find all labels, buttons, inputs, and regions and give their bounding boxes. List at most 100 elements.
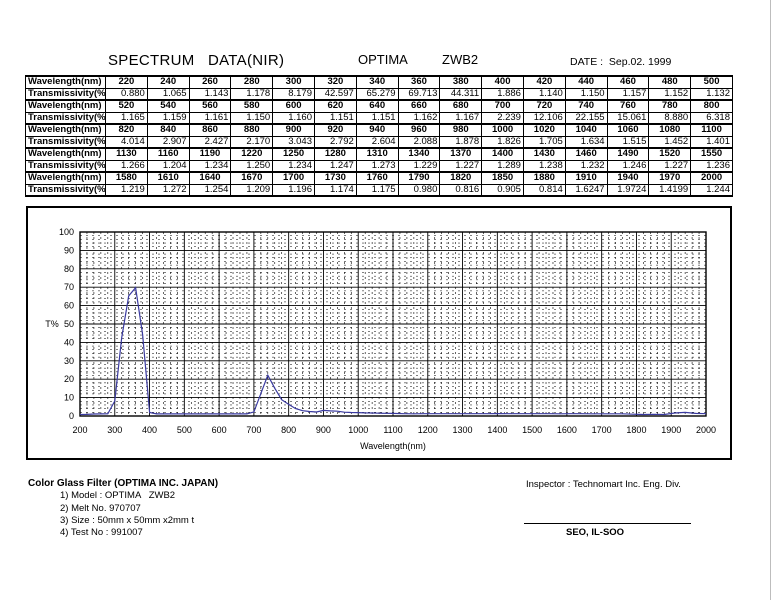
transmissivity-row-label: Transmissivity(%) <box>25 183 106 197</box>
transmissivity-cell: 1.273 <box>355 159 399 173</box>
wavelength-cell: 880 <box>230 123 274 137</box>
wavelength-cell: 1610 <box>146 171 190 185</box>
wavelength-cell: 1400 <box>481 147 524 161</box>
y-tick-label: 50 <box>64 319 74 329</box>
transmissivity-cell: 8.179 <box>272 87 315 101</box>
transmissivity-row: Transmissivity(%) 1.165 1.159 1.161 1.150 1.1… <box>25 111 733 125</box>
size-line: 3) Size : 50mm x 50mm x2mm t <box>60 515 195 526</box>
wavelength-cell: 1100 <box>690 123 733 137</box>
wavelength-cell: 1250 <box>272 147 315 161</box>
transmissivity-cell: 1.886 <box>481 87 524 101</box>
x-tick-label: 400 <box>142 425 157 435</box>
x-tick-label: 1000 <box>348 425 368 435</box>
transmissivity-row: Transmissivity(%) 4.014 2.907 2.427 2.170 3.0… <box>25 135 733 149</box>
wavelength-cell: 800 <box>690 99 733 113</box>
x-axis-label: Wavelength(nm) <box>360 441 426 451</box>
y-tick-label: 70 <box>64 282 74 292</box>
x-tick-label: 300 <box>107 425 122 435</box>
transmissivity-cell: 1.238 <box>522 159 566 173</box>
transmissivity-cell: 1.878 <box>439 135 483 149</box>
transmissivity-cell: 15.061 <box>606 111 650 125</box>
model-line: 1) Model : OPTIMA ZWB2 <box>60 490 176 501</box>
wavelength-cell: 1730 <box>313 171 357 185</box>
wavelength-cell: 540 <box>146 99 190 113</box>
transmissivity-cell: 1.160 <box>272 111 315 125</box>
transmissivity-cell: 1.254 <box>188 183 232 197</box>
page-title: SPECTRUM DATA(NIR) <box>108 52 285 69</box>
wavelength-cell: 1000 <box>481 123 524 137</box>
transmissivity-cell: 1.209 <box>230 183 274 197</box>
wavelength-cell: 360 <box>397 75 441 89</box>
wavelength-row-label: Wavelength(nm) <box>25 171 106 185</box>
x-tick-label: 1300 <box>453 425 473 435</box>
x-tick-label: 1900 <box>661 425 681 435</box>
transmissivity-row-label: Transmissivity(%) <box>25 111 106 125</box>
transmissivity-cell: 65.279 <box>355 87 399 101</box>
transmissivity-cell: 1.229 <box>397 159 441 173</box>
y-tick-label: 40 <box>64 337 74 347</box>
y-tick-label: 0 <box>69 411 74 421</box>
wavelength-row: Wavelength(nm) 820 840 860 880 900 920 940 960 98… <box>25 123 733 137</box>
x-tick-label: 700 <box>246 425 261 435</box>
transmissivity-cell: 0.980 <box>397 183 441 197</box>
wavelength-cell: 560 <box>188 99 232 113</box>
transmissivity-cell: 1.151 <box>313 111 357 125</box>
wavelength-cell: 1520 <box>648 147 692 161</box>
wavelength-cell: 1670 <box>230 171 274 185</box>
y-tick-label: 90 <box>64 245 74 255</box>
x-tick-label: 1500 <box>522 425 542 435</box>
transmissivity-cell: 2.427 <box>188 135 232 149</box>
wavelength-cell: 1700 <box>272 171 315 185</box>
transmissivity-cell: 12.106 <box>522 111 566 125</box>
y-tick-label: 30 <box>64 356 74 366</box>
wavelength-cell: 1940 <box>606 171 650 185</box>
wavelength-cell: 1490 <box>606 147 650 161</box>
transmissivity-cell: 1.150 <box>564 87 608 101</box>
transmissivity-cell: 0.814 <box>522 183 566 197</box>
wavelength-cell: 1370 <box>439 147 483 161</box>
x-tick-label: 1800 <box>626 425 646 435</box>
wavelength-cell: 960 <box>397 123 441 137</box>
transmissivity-cell: 1.167 <box>439 111 483 125</box>
wavelength-cell: 1460 <box>564 147 608 161</box>
transmissivity-cell: 2.907 <box>146 135 190 149</box>
wavelength-cell: 1020 <box>522 123 566 137</box>
transmissivity-cell: 1.175 <box>355 183 399 197</box>
x-tick-label: 1600 <box>557 425 577 435</box>
wavelength-row: Wavelength(nm) 220 240 260 280 300 320 340 360 38… <box>25 75 733 89</box>
wavelength-cell: 1190 <box>188 147 232 161</box>
x-tick-label: 1700 <box>592 425 612 435</box>
transmission-curve <box>79 286 707 416</box>
transmissivity-row: Transmissivity(%) 1.266 1.204 1.234 1.250 1.2… <box>25 159 733 173</box>
transmissivity-cell: 1.161 <box>188 111 232 125</box>
report-date: DATE : Sep.02. 1999 <box>570 56 672 68</box>
wavelength-cell: 1280 <box>313 147 357 161</box>
transmission-chart: 200 300 400 500 600 700 800 900 1000 1100 1200 1300… <box>45 227 716 451</box>
transmissivity-cell: 1.634 <box>564 135 608 149</box>
transmissivity-cell: 1.165 <box>105 111 148 125</box>
transmissivity-cell: 1.152 <box>648 87 692 101</box>
inspector-line: Inspector : Technomart Inc. Eng. Div. <box>526 479 681 490</box>
y-tick-label: 80 <box>64 264 74 274</box>
wavelength-cell: 900 <box>272 123 315 137</box>
transmissivity-cell: 1.452 <box>648 135 692 149</box>
wavelength-cell: 2000 <box>690 171 733 185</box>
x-tick-label: 2000 <box>696 425 716 435</box>
wavelength-cell: 1310 <box>355 147 399 161</box>
transmissivity-cell: 0.905 <box>481 183 524 197</box>
transmissivity-cell: 0.880 <box>105 87 148 101</box>
wavelength-cell: 600 <box>272 99 315 113</box>
wavelength-cell: 320 <box>313 75 357 89</box>
transmissivity-cell: 1.244 <box>690 183 733 197</box>
wavelength-cell: 380 <box>439 75 483 89</box>
wavelength-cell: 1790 <box>397 171 441 185</box>
transmissivity-cell: 2.792 <box>313 135 357 149</box>
transmissivity-cell: 44.311 <box>439 87 483 101</box>
transmissivity-cell: 1.227 <box>648 159 692 173</box>
transmissivity-cell: 1.515 <box>606 135 650 149</box>
wavelength-cell: 740 <box>564 99 608 113</box>
transmissivity-cell: 1.196 <box>272 183 315 197</box>
transmissivity-cell: 1.826 <box>481 135 524 149</box>
wavelength-cell: 340 <box>355 75 399 89</box>
wavelength-cell: 520 <box>105 99 148 113</box>
